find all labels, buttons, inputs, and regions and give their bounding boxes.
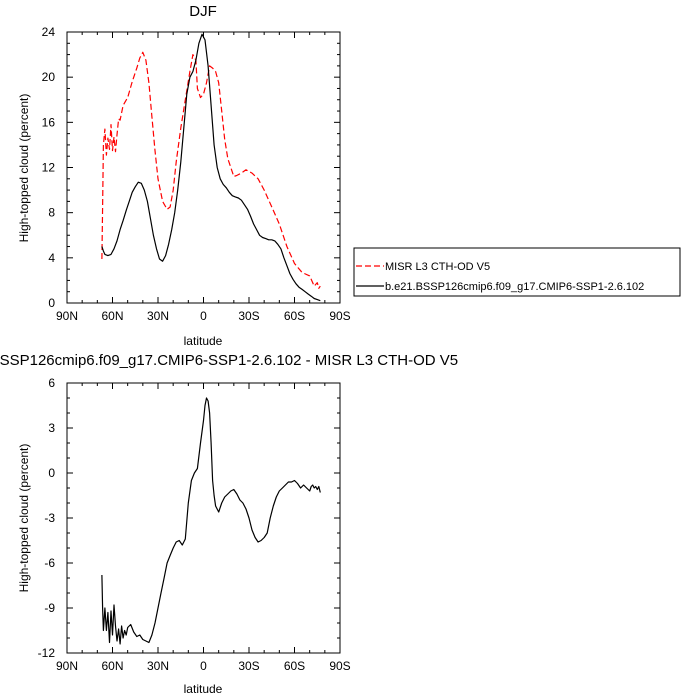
x-tick-label: 90N (56, 309, 78, 323)
x-tick-label: 60S (284, 659, 305, 673)
y-tick-label: 0 (48, 466, 55, 480)
y-tick-label: 12 (42, 161, 56, 175)
chart-top-title: DJF (189, 3, 217, 20)
y-tick-label: -3 (44, 511, 55, 525)
x-tick-label: 90N (56, 659, 78, 673)
x-tick-label: 60N (101, 309, 123, 323)
x-tick-label: 0 (200, 309, 207, 323)
x-tick-label: 90S (329, 659, 350, 673)
chart-bottom-title: b.e21.BSSP126cmip6.f09_g17.CMIP6-SSP1-2.… (0, 352, 458, 369)
y-tick-label: 8 (48, 206, 55, 220)
y-tick-label: -6 (44, 556, 55, 570)
series-line-0 (101, 51, 321, 289)
y-tick-label: 0 (48, 296, 55, 310)
legend-box (353, 247, 681, 297)
x-tick-label: 60S (284, 309, 305, 323)
x-tick-label: 0 (200, 659, 207, 673)
series-line-0 (101, 397, 321, 645)
x-tick-label: 60N (101, 659, 123, 673)
legend-label-misr: MISR L3 CTH-OD V5 (385, 261, 490, 273)
chart-top-ylabel: High-topped cloud (percent) (17, 94, 31, 243)
y-tick-label: 24 (42, 25, 56, 39)
y-tick-label: 3 (48, 421, 55, 435)
chart-top: DJF latitude High-topped cloud (percent)… (17, 3, 351, 348)
x-tick-label: 30N (147, 659, 169, 673)
x-tick-label: 30S (238, 659, 259, 673)
legend-label-model: b.e21.BSSP126cmip6.f09_g17.CMIP6-SSP1-2.… (385, 281, 644, 293)
y-tick-label: -12 (38, 646, 56, 660)
x-tick-label: 30N (147, 309, 169, 323)
chart-bottom: b.e21.BSSP126cmip6.f09_g17.CMIP6-SSP1-2.… (0, 352, 458, 696)
series-line-1 (101, 33, 321, 302)
chart-top-xlabel: latitude (184, 334, 223, 348)
chart-top-legend: MISR L3 CTH-OD V5 b.e21.BSSP126cmip6.f09… (353, 247, 681, 297)
y-tick-label: 20 (42, 70, 56, 84)
x-tick-label: 30S (238, 309, 259, 323)
plot-frame (66, 31, 341, 304)
x-tick-label: 90S (329, 309, 350, 323)
chart-bottom-ylabel: High-topped cloud (percent) (17, 444, 31, 593)
y-tick-label: 4 (48, 251, 55, 265)
chart-bottom-xlabel: latitude (184, 682, 223, 696)
y-tick-label: 16 (42, 115, 56, 129)
y-tick-label: 6 (48, 376, 55, 390)
y-tick-label: -9 (44, 601, 55, 615)
